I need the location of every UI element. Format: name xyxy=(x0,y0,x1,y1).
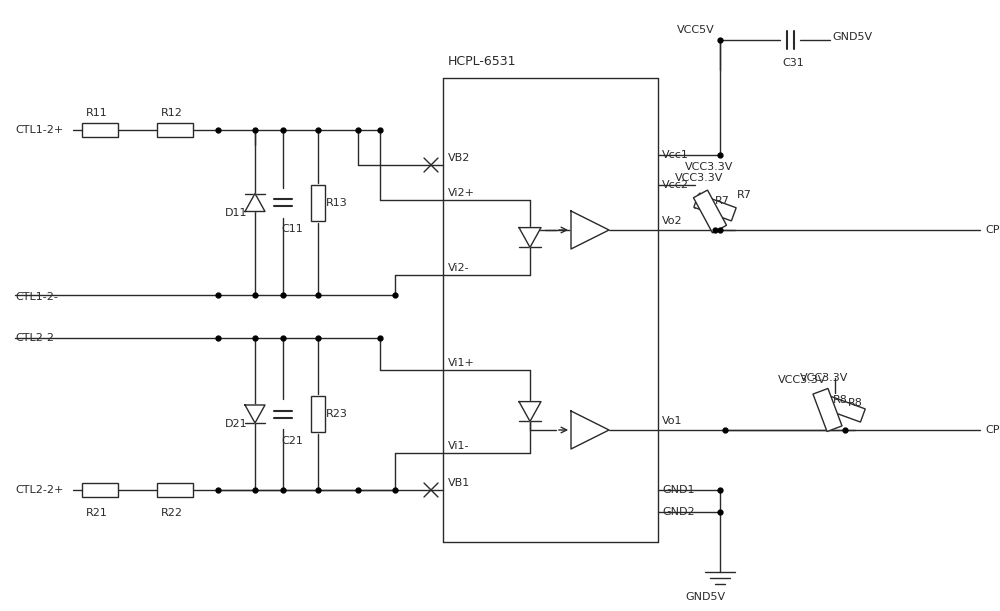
Text: VCC3.3V: VCC3.3V xyxy=(685,162,733,172)
Text: R23: R23 xyxy=(326,409,348,419)
Text: C31: C31 xyxy=(782,58,804,68)
Text: GND2: GND2 xyxy=(662,507,695,517)
Text: R21: R21 xyxy=(86,508,108,518)
Text: C11: C11 xyxy=(281,224,303,235)
Text: Vi1+: Vi1+ xyxy=(448,358,475,368)
Polygon shape xyxy=(519,228,541,247)
Text: R7: R7 xyxy=(715,197,730,207)
Text: CTL1-2+: CTL1-2+ xyxy=(15,125,63,135)
Text: R8: R8 xyxy=(832,395,847,405)
Bar xyxy=(157,483,193,497)
Text: VB2: VB2 xyxy=(448,153,470,163)
Bar xyxy=(311,185,325,221)
Text: Vo1: Vo1 xyxy=(662,416,682,426)
Bar xyxy=(825,396,865,422)
Text: R22: R22 xyxy=(161,508,183,518)
Bar xyxy=(813,389,842,431)
Polygon shape xyxy=(519,401,541,422)
Text: HCPL-6531: HCPL-6531 xyxy=(448,55,516,68)
Text: D21: D21 xyxy=(225,419,248,429)
Text: Vi2+: Vi2+ xyxy=(448,188,475,198)
Text: GND5V: GND5V xyxy=(832,32,872,42)
Bar xyxy=(157,123,193,137)
Text: R12: R12 xyxy=(161,108,183,118)
Text: CPLD_CTL1-2: CPLD_CTL1-2 xyxy=(985,225,1000,235)
Text: Vcc2: Vcc2 xyxy=(662,180,689,190)
Text: Vo2: Vo2 xyxy=(662,216,683,226)
Text: Vcc1: Vcc1 xyxy=(662,150,689,160)
Text: Vi1-: Vi1- xyxy=(448,441,470,451)
Polygon shape xyxy=(245,405,265,423)
Text: VCC3.3V: VCC3.3V xyxy=(675,173,723,183)
Polygon shape xyxy=(571,211,609,249)
Text: GND5V: GND5V xyxy=(685,592,725,602)
Bar xyxy=(82,483,118,497)
Text: R8: R8 xyxy=(848,398,863,408)
Bar xyxy=(693,190,727,233)
Polygon shape xyxy=(571,411,609,449)
Text: CPLD_CTL2-2: CPLD_CTL2-2 xyxy=(985,425,1000,436)
Text: R7: R7 xyxy=(737,190,752,200)
Text: CTL2-2+: CTL2-2+ xyxy=(15,485,63,495)
Text: VB1: VB1 xyxy=(448,478,470,488)
Text: GND1: GND1 xyxy=(662,485,694,495)
Text: Vi2-: Vi2- xyxy=(448,263,470,273)
Polygon shape xyxy=(245,194,265,211)
Text: CTL1-2-: CTL1-2- xyxy=(15,292,58,302)
Text: R11: R11 xyxy=(86,108,108,118)
Text: CTL2-2-: CTL2-2- xyxy=(15,333,58,343)
Text: D11: D11 xyxy=(225,208,248,218)
Text: VCC3.3V: VCC3.3V xyxy=(800,373,848,383)
Text: VCC3.3V: VCC3.3V xyxy=(778,375,826,385)
Bar xyxy=(82,123,118,137)
Text: C21: C21 xyxy=(281,436,303,446)
Bar xyxy=(694,194,736,221)
Text: VCC5V: VCC5V xyxy=(677,25,715,35)
Text: R13: R13 xyxy=(326,197,348,208)
Bar xyxy=(311,396,325,432)
